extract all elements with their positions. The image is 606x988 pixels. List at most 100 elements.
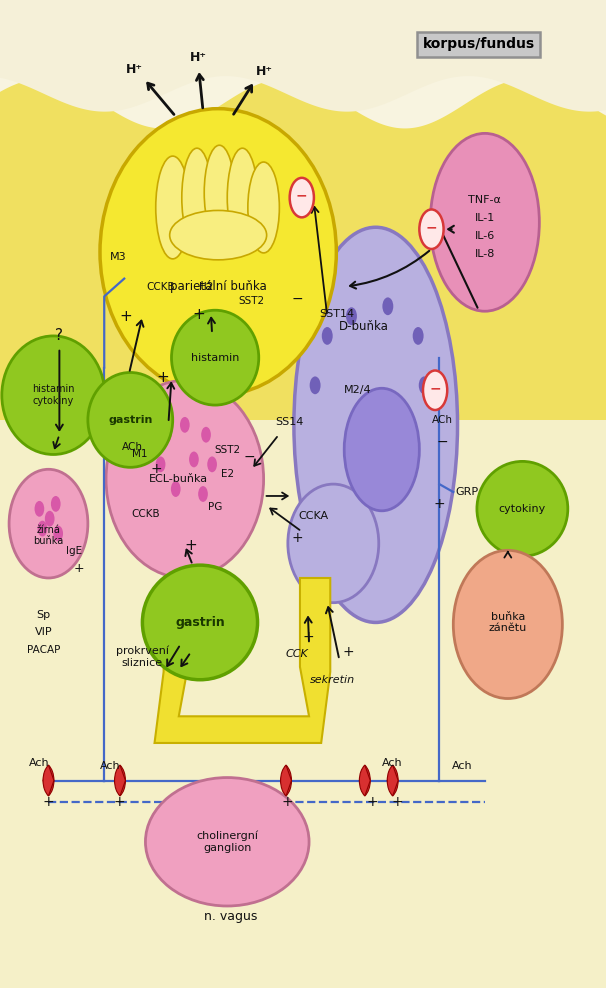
Text: Ach: Ach — [451, 761, 472, 771]
Ellipse shape — [207, 456, 217, 472]
Text: +: + — [192, 306, 205, 322]
Ellipse shape — [189, 452, 199, 467]
Wedge shape — [387, 765, 398, 796]
Ellipse shape — [88, 372, 173, 467]
Text: SS14: SS14 — [276, 417, 304, 427]
Text: M2/4: M2/4 — [344, 385, 371, 395]
Ellipse shape — [453, 550, 562, 699]
Text: +: + — [291, 532, 303, 545]
Ellipse shape — [170, 210, 267, 260]
Polygon shape — [0, 0, 606, 112]
Text: ?: ? — [55, 328, 64, 344]
Text: E2: E2 — [221, 469, 234, 479]
Ellipse shape — [294, 227, 458, 622]
Ellipse shape — [227, 148, 258, 247]
Ellipse shape — [430, 133, 539, 311]
Text: −: − — [425, 220, 438, 234]
Text: +: + — [150, 462, 162, 476]
Ellipse shape — [45, 511, 55, 527]
Text: IL-1: IL-1 — [474, 213, 495, 223]
Text: H⁺: H⁺ — [190, 50, 207, 64]
Ellipse shape — [310, 376, 321, 394]
Text: H⁺: H⁺ — [256, 64, 273, 78]
Ellipse shape — [382, 297, 393, 315]
Ellipse shape — [322, 327, 333, 345]
Text: žírná
buňka: žírná buňka — [33, 525, 64, 546]
Text: −: − — [436, 435, 448, 449]
Text: histamin
cytokiny: histamin cytokiny — [32, 384, 75, 406]
Text: ACh: ACh — [122, 442, 142, 452]
Text: PG: PG — [208, 502, 222, 512]
Text: buňka
zánětu: buňka zánětu — [488, 612, 527, 633]
Text: +: + — [281, 795, 293, 809]
Polygon shape — [0, 0, 606, 128]
Text: H⁺: H⁺ — [126, 62, 143, 76]
Text: histamin: histamin — [191, 353, 239, 363]
Text: ACh: ACh — [432, 415, 453, 425]
Text: PACAP: PACAP — [27, 645, 61, 655]
Text: +: + — [113, 795, 125, 809]
Text: ECL-buňka: ECL-buňka — [149, 474, 208, 484]
Text: −: − — [296, 189, 308, 203]
Text: gastrin: gastrin — [175, 616, 225, 629]
Circle shape — [419, 209, 444, 249]
Text: gastrin: gastrin — [108, 415, 153, 425]
Circle shape — [423, 370, 447, 410]
Ellipse shape — [38, 521, 47, 536]
FancyBboxPatch shape — [0, 0, 606, 420]
Ellipse shape — [344, 388, 419, 511]
Wedge shape — [359, 765, 370, 796]
Wedge shape — [359, 765, 370, 796]
Text: +: + — [302, 630, 314, 644]
Ellipse shape — [413, 327, 424, 345]
Text: Ach: Ach — [29, 758, 50, 768]
Text: D-buňka: D-buňka — [339, 319, 388, 333]
Text: CCK: CCK — [285, 649, 308, 659]
Ellipse shape — [53, 526, 63, 541]
Wedge shape — [387, 765, 398, 796]
Text: CCKB: CCKB — [131, 509, 160, 519]
Text: +: + — [73, 561, 84, 575]
Ellipse shape — [346, 307, 357, 325]
Text: IL-6: IL-6 — [474, 231, 495, 241]
Text: cholinergní
ganglion: cholinergní ganglion — [196, 831, 258, 853]
Ellipse shape — [201, 427, 211, 443]
Text: TNF-α: TNF-α — [468, 195, 501, 205]
Text: n. vagus: n. vagus — [204, 910, 257, 924]
Text: +: + — [156, 370, 169, 385]
Text: +: + — [119, 308, 132, 324]
Text: korpus/fundus: korpus/fundus — [422, 38, 535, 51]
Text: +: + — [391, 795, 403, 809]
Ellipse shape — [2, 336, 105, 454]
Ellipse shape — [248, 162, 279, 253]
Text: M1: M1 — [132, 450, 147, 459]
Text: Ach: Ach — [100, 761, 121, 771]
Ellipse shape — [142, 565, 258, 680]
Ellipse shape — [477, 461, 568, 556]
Text: SST2: SST2 — [238, 296, 265, 306]
Ellipse shape — [106, 380, 264, 578]
Ellipse shape — [100, 109, 336, 395]
Wedge shape — [43, 765, 54, 796]
Ellipse shape — [198, 486, 208, 502]
Text: CCKA: CCKA — [299, 511, 329, 521]
Ellipse shape — [35, 501, 44, 517]
Text: −: − — [291, 291, 303, 305]
Text: +: + — [342, 645, 355, 659]
Ellipse shape — [419, 376, 430, 394]
Ellipse shape — [162, 427, 171, 443]
Text: IL-8: IL-8 — [474, 249, 495, 259]
Text: +: + — [433, 497, 445, 511]
Wedge shape — [43, 765, 54, 796]
Text: −: − — [429, 381, 441, 395]
Text: M3: M3 — [110, 252, 127, 262]
Ellipse shape — [156, 156, 190, 259]
Ellipse shape — [51, 496, 61, 512]
Text: Ach: Ach — [382, 758, 403, 768]
Circle shape — [290, 178, 314, 217]
Text: sekretin: sekretin — [310, 675, 355, 685]
Wedge shape — [115, 765, 125, 796]
Text: +: + — [184, 537, 197, 553]
Wedge shape — [281, 765, 291, 796]
Text: cytokiny: cytokiny — [499, 504, 546, 514]
